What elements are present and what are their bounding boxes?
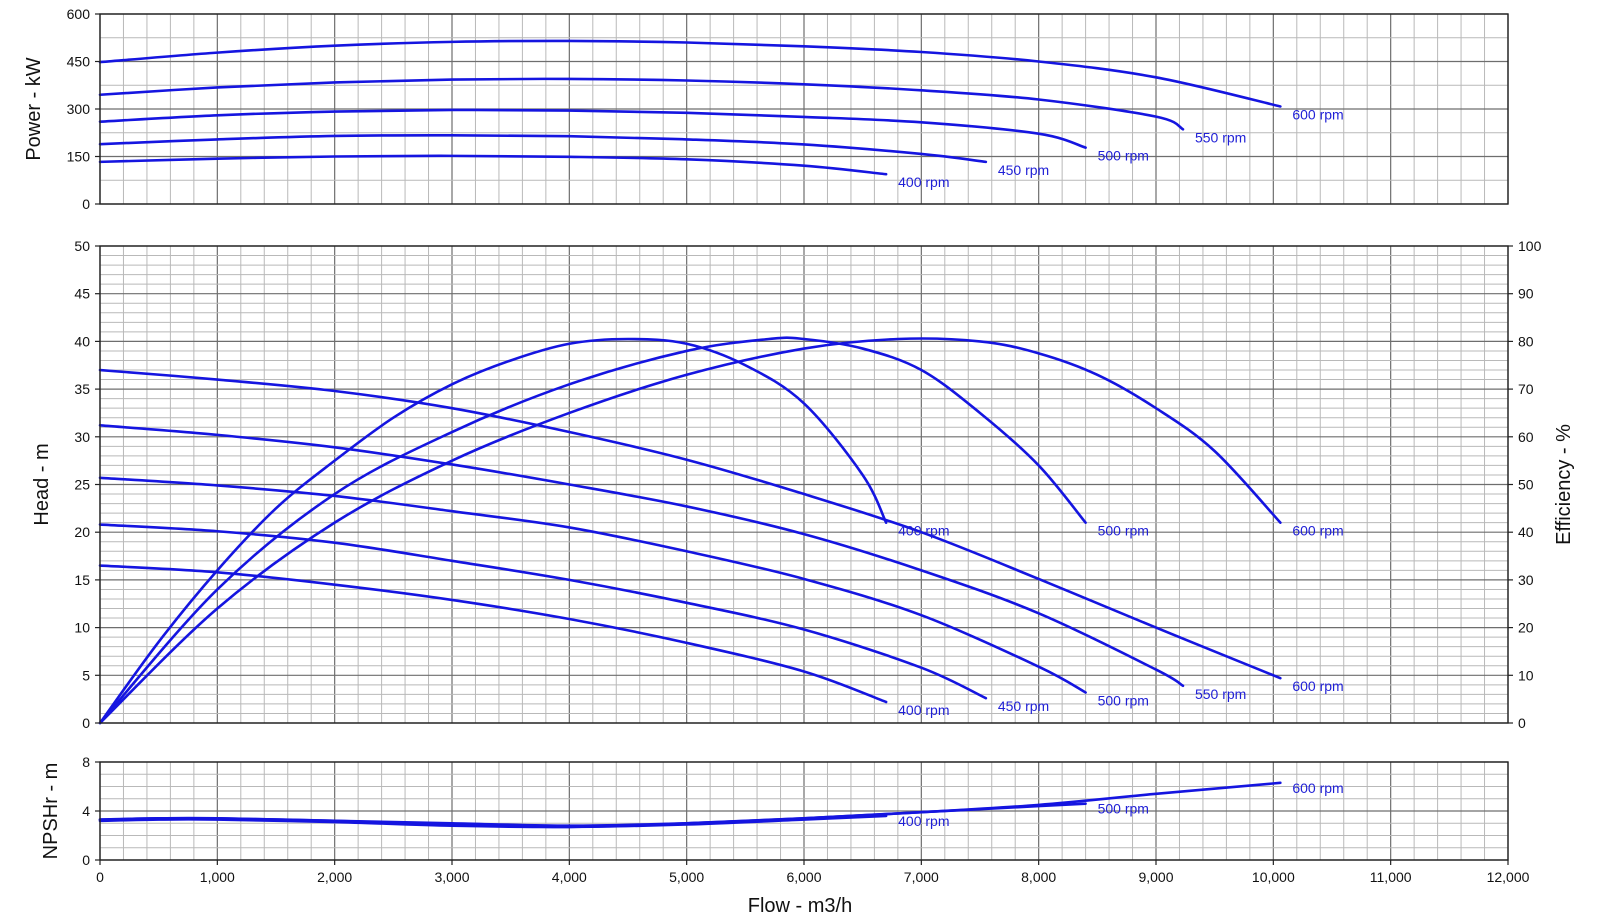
x-tick-label: 7,000 xyxy=(904,869,939,885)
curve-label: 500 rpm xyxy=(1098,801,1149,817)
x-tick-label: 8,000 xyxy=(1021,869,1056,885)
y-tick-label: 35 xyxy=(74,381,90,397)
grid-npshr xyxy=(99,761,1509,861)
y2-tick-label: 80 xyxy=(1518,333,1534,349)
curve-label: 550 rpm xyxy=(1195,129,1246,145)
y-axis-title-power: Power - kW xyxy=(23,57,45,160)
y2-tick-label: 30 xyxy=(1518,572,1534,588)
x-tick-label: 10,000 xyxy=(1252,869,1295,885)
curve-head-efficiency-head_series-500-rpm xyxy=(98,476,1087,694)
y2-tick-label: 90 xyxy=(1518,286,1534,302)
y2-tick-label: 0 xyxy=(1518,715,1526,731)
curve-power-series-500-rpm xyxy=(98,108,1087,149)
curve-npshr-series-600-rpm xyxy=(98,781,1282,828)
curve-label: 400 rpm xyxy=(898,702,949,718)
x-tick-label: 1,000 xyxy=(200,869,235,885)
x-tick-label: 3,000 xyxy=(434,869,469,885)
grid-head-efficiency xyxy=(99,245,1509,724)
curve-head-efficiency-efficiency_series-600-rpm xyxy=(98,337,1282,725)
curve-label: 400 rpm xyxy=(898,813,949,829)
curve-head-efficiency-efficiency_series-400-rpm xyxy=(98,337,888,725)
y2-tick-label: 70 xyxy=(1518,381,1534,397)
x-tick-label: 2,000 xyxy=(317,869,352,885)
y-tick-label: 150 xyxy=(67,149,91,165)
curve-label: 500 rpm xyxy=(1098,692,1149,708)
x-axis-title: Flow - m3/h xyxy=(748,895,852,917)
curve-power-series-450-rpm xyxy=(98,133,988,164)
curve-head-efficiency-head_series-600-rpm xyxy=(98,368,1282,680)
curve-label: 600 rpm xyxy=(1292,106,1343,122)
y-tick-label: 20 xyxy=(74,524,90,540)
y-tick-label: 450 xyxy=(67,54,91,70)
y-axis-title-npshr: NPSHr - m xyxy=(40,763,62,860)
x-tick-label: 5,000 xyxy=(669,869,704,885)
y2-tick-label: 40 xyxy=(1518,524,1534,540)
curve-label: 600 rpm xyxy=(1292,780,1343,796)
y-tick-label: 600 xyxy=(67,6,91,22)
y-tick-label: 0 xyxy=(82,852,90,868)
curve-label: 600 rpm xyxy=(1292,678,1343,694)
curve-label: 500 rpm xyxy=(1098,148,1149,164)
y-tick-label: 10 xyxy=(74,620,90,636)
y-tick-label: 0 xyxy=(82,196,90,212)
y-tick-label: 25 xyxy=(74,477,90,493)
curve-power-series-600-rpm xyxy=(98,39,1282,108)
curve-label: 450 rpm xyxy=(998,162,1049,178)
y2-tick-label: 50 xyxy=(1518,477,1534,493)
curve-head-efficiency-head_series-400-rpm xyxy=(98,564,888,704)
curve-label: 600 rpm xyxy=(1292,523,1343,539)
y-tick-label: 40 xyxy=(74,333,90,349)
y-tick-label: 15 xyxy=(74,572,90,588)
y-tick-label: 30 xyxy=(74,429,90,445)
curve-head-efficiency-head_series-550-rpm xyxy=(98,424,1185,688)
x-tick-label: 6,000 xyxy=(786,869,821,885)
y-tick-label: 5 xyxy=(82,667,90,683)
curve-power-series-550-rpm xyxy=(98,77,1185,131)
y2-tick-label: 60 xyxy=(1518,429,1534,445)
y-axis-title-efficiency: Efficiency - % xyxy=(1553,424,1575,545)
y-tick-label: 50 xyxy=(74,238,90,254)
x-tick-label: 0 xyxy=(96,869,104,885)
y2-tick-label: 100 xyxy=(1518,238,1542,254)
x-tick-label: 12,000 xyxy=(1487,869,1530,885)
y-tick-label: 0 xyxy=(82,715,90,731)
curve-head-efficiency-head_series-450-rpm xyxy=(98,523,988,700)
curve-label: 400 rpm xyxy=(898,174,949,190)
x-tick-label: 11,000 xyxy=(1370,869,1412,885)
y-tick-label: 4 xyxy=(82,803,90,819)
y2-tick-label: 10 xyxy=(1518,667,1534,683)
curve-label: 550 rpm xyxy=(1195,686,1246,702)
curve-head-efficiency-efficiency_series-500-rpm xyxy=(98,336,1087,725)
y-tick-label: 300 xyxy=(67,101,91,117)
y-tick-label: 8 xyxy=(82,754,90,770)
x-tick-label: 9,000 xyxy=(1138,869,1173,885)
curve-label: 500 rpm xyxy=(1098,523,1149,539)
y-axis-title-head: Head - m xyxy=(31,443,53,525)
y-tick-label: 45 xyxy=(74,286,90,302)
x-tick-label: 4,000 xyxy=(552,869,587,885)
y2-tick-label: 20 xyxy=(1518,620,1534,636)
curve-power-series-400-rpm xyxy=(98,154,888,176)
curve-label: 450 rpm xyxy=(998,698,1049,714)
curve-label: 400 rpm xyxy=(898,523,949,539)
